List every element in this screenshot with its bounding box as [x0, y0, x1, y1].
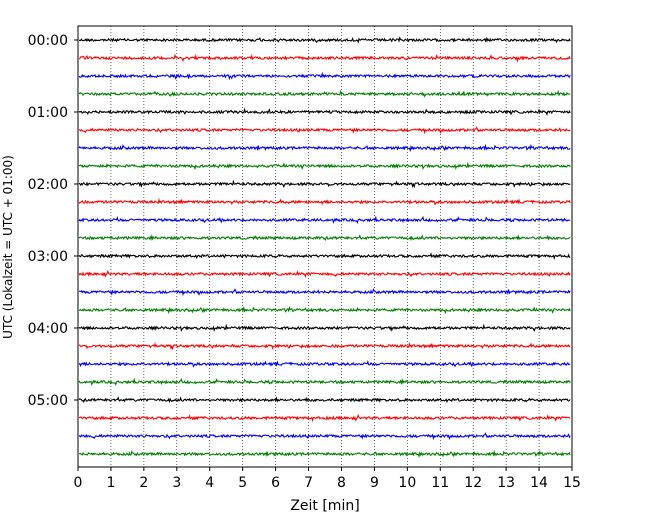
trace-line [78, 126, 571, 135]
x-tick-label: 5 [238, 475, 247, 491]
x-tick-label: 6 [271, 475, 280, 491]
y-tick-label: 00:00 [28, 33, 68, 49]
trace-line [78, 53, 571, 63]
x-tick-label: 0 [74, 475, 83, 491]
seismic-traces [78, 36, 571, 459]
x-tick-label: 2 [139, 475, 148, 491]
y-tick-label: 01:00 [28, 105, 68, 121]
y-axis-label: UTC (Lokalzeit = UTC + 01:00) [1, 155, 15, 339]
x-tick-label: 11 [431, 475, 449, 491]
trace-line [78, 305, 571, 315]
trace-line [78, 36, 571, 44]
x-tick-label: 1 [106, 475, 115, 491]
trace-line [78, 89, 571, 98]
trace-line [78, 215, 571, 224]
x-tick-label: 14 [530, 475, 548, 491]
x-tick-label: 13 [497, 475, 515, 491]
trace-line [78, 413, 571, 423]
trace-line [78, 396, 571, 404]
trace-line [78, 107, 571, 116]
x-tick-label: 7 [304, 475, 313, 491]
trace-line [78, 179, 571, 189]
trace-line [78, 143, 571, 153]
trace-line [78, 269, 571, 278]
y-tick-label: 02:00 [28, 177, 68, 193]
x-tick-label: 8 [337, 475, 346, 491]
plot-frame [77, 25, 573, 468]
trace-line [78, 198, 571, 206]
x-tick-label: 15 [563, 475, 581, 491]
y-axis-ticks: 00:00 01:00 02:00 03:00 04:00 05:00 [28, 33, 78, 409]
trace-line [78, 377, 571, 386]
y-tick-label: 04:00 [28, 321, 68, 337]
trace-line [78, 288, 571, 297]
x-axis-ticks: 0 1 2 3 4 5 6 7 8 9 10 11 12 13 14 15 [74, 467, 581, 491]
x-tick-label: 4 [205, 475, 214, 491]
trace-line [78, 342, 571, 351]
trace-line [78, 449, 571, 459]
x-tick-label: 12 [464, 475, 482, 491]
y-tick-label: 03:00 [28, 249, 68, 265]
x-tick-label: 9 [370, 475, 379, 491]
x-tick-label: 10 [398, 475, 416, 491]
trace-line [78, 432, 571, 441]
trace-line [78, 323, 571, 332]
trace-line [78, 252, 571, 261]
y-tick-label: 05:00 [28, 393, 68, 409]
trace-line [78, 161, 571, 171]
trace-line [78, 234, 571, 242]
x-axis-label: Zeit [min] [290, 498, 359, 514]
trace-line [78, 71, 571, 81]
x-tick-label: 3 [172, 475, 181, 491]
trace-line [78, 360, 571, 368]
